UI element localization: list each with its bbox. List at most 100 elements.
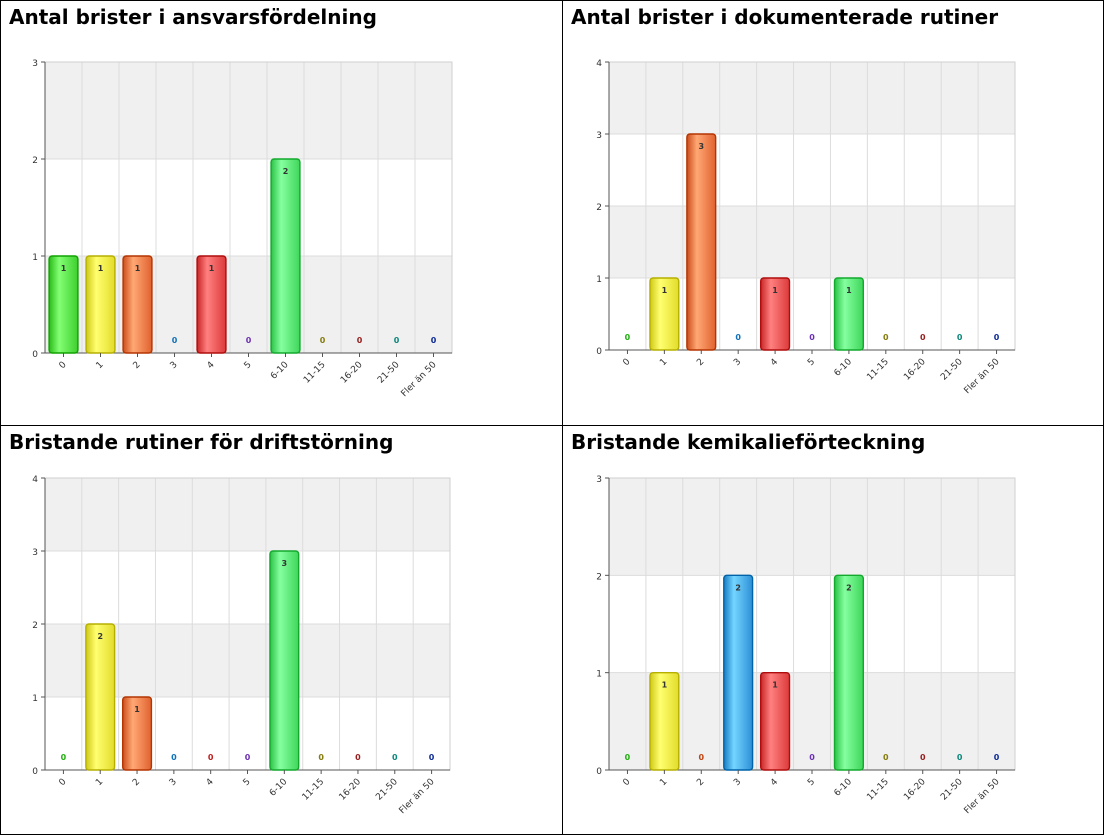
x-tick-label: Fler än 50 [963, 357, 1002, 396]
data-label: 0 [320, 336, 326, 345]
x-tick-label: 6-10 [269, 360, 291, 382]
bar [833, 574, 865, 771]
x-tick-label: 4 [769, 357, 780, 368]
y-tick-label: 2 [596, 572, 602, 582]
data-label: 0 [994, 753, 1000, 762]
grid-band [45, 478, 450, 551]
data-label: 0 [735, 333, 741, 342]
data-label: 2 [283, 167, 289, 176]
x-tick-label: Fler än 50 [400, 360, 439, 399]
data-label: 2 [846, 583, 852, 592]
y-tick-label: 2 [32, 621, 38, 631]
grid-band [609, 62, 1015, 134]
grid-band [45, 159, 452, 256]
bar [723, 574, 754, 771]
y-tick-label: 0 [596, 347, 602, 357]
x-tick-label: 11-15 [302, 360, 328, 386]
bar [270, 158, 301, 354]
x-tick-label: 3 [168, 360, 179, 371]
x-tick-label: 0 [621, 357, 632, 368]
x-tick-label: 1 [94, 777, 105, 788]
data-label: 0 [920, 333, 926, 342]
bar [686, 133, 717, 351]
chart-title: Antal brister i dokumenterade rutiner [571, 5, 999, 29]
x-tick-label: 3 [732, 357, 743, 368]
y-tick-label: 3 [32, 548, 38, 558]
data-label: 0 [208, 753, 214, 762]
x-tick-label: 16-20 [338, 777, 364, 803]
data-label: 2 [97, 632, 103, 641]
bar [269, 550, 300, 771]
data-label: 0 [920, 753, 926, 762]
x-tick-label: 11-15 [865, 777, 891, 803]
chart-title: Bristande kemikalieförteckning [571, 430, 926, 454]
x-tick-label: 0 [57, 777, 68, 788]
data-label: 0 [171, 753, 177, 762]
data-label: 0 [809, 753, 815, 762]
grid-band [609, 478, 1015, 576]
y-tick-label: 0 [32, 350, 38, 360]
data-label: 1 [662, 286, 668, 295]
grid-band [609, 206, 1015, 278]
x-tick-label: 2 [131, 777, 142, 788]
data-label: 0 [245, 753, 251, 762]
data-label: 0 [883, 753, 889, 762]
data-label: 1 [209, 264, 215, 273]
x-tick-label: 21-50 [939, 357, 965, 383]
chart-3: 0 1 2 3 4 0 0 2 1 1 2 0 3 0 4 0 5 3 6-10 0 11-15 0 16-20 0 21-50… [32, 475, 451, 816]
x-tick-label: 5 [806, 777, 817, 788]
data-label: 1 [772, 681, 778, 690]
data-label: 0 [883, 333, 889, 342]
data-label: 0 [698, 753, 704, 762]
data-label: 0 [61, 753, 67, 762]
chart-4: 0 1 2 3 0 0 1 1 0 2 2 3 1 4 0 5 2 6-10 0 11-15 0 16-20 0 21-50 0… [596, 475, 1016, 816]
y-tick-label: 2 [596, 203, 602, 213]
data-label: 0 [392, 753, 398, 762]
x-tick-label: 2 [131, 360, 142, 371]
y-tick-label: 1 [32, 694, 38, 704]
y-tick-label: 0 [596, 767, 602, 777]
data-label: 0 [625, 333, 631, 342]
y-tick-label: 1 [596, 670, 602, 680]
data-label: 0 [809, 333, 815, 342]
data-label: 0 [994, 333, 1000, 342]
x-tick-label: 2 [695, 357, 706, 368]
grid-band [609, 134, 1015, 206]
data-label: 0 [957, 753, 963, 762]
x-tick-label: 16-20 [902, 777, 928, 803]
data-label: 1 [772, 286, 778, 295]
data-label: 1 [134, 705, 140, 714]
x-tick-label: 5 [241, 777, 252, 788]
chart-1: 0 1 2 3 1 0 1 1 1 2 0 3 1 4 0 5 2 6-10 0 11-15 0 16-20 0 21-50 0… [32, 59, 453, 399]
data-label: 1 [61, 264, 67, 273]
data-label: 0 [957, 333, 963, 342]
data-label: 0 [246, 336, 252, 345]
data-label: 0 [394, 336, 400, 345]
x-tick-label: 3 [732, 777, 743, 788]
data-label: 1 [98, 264, 104, 273]
x-tick-label: 21-50 [374, 777, 400, 803]
data-label: 1 [135, 264, 141, 273]
x-tick-label: 6-10 [833, 777, 855, 799]
y-tick-label: 4 [596, 59, 602, 69]
data-label: 0 [357, 336, 363, 345]
data-label: 0 [318, 753, 324, 762]
x-tick-label: 5 [242, 360, 253, 371]
y-tick-label: 1 [32, 253, 38, 263]
grid-band [609, 575, 1015, 673]
x-tick-label: 4 [205, 360, 216, 371]
data-label: 0 [431, 336, 437, 345]
data-label: 0 [355, 753, 361, 762]
x-tick-label: 0 [621, 777, 632, 788]
x-tick-label: 1 [658, 777, 669, 788]
y-tick-label: 4 [32, 475, 38, 485]
bar [85, 623, 116, 771]
data-label: 1 [846, 286, 852, 295]
x-tick-label: 11-15 [865, 357, 891, 383]
data-label: 2 [735, 583, 741, 592]
grid-band [45, 551, 450, 624]
x-tick-label: 1 [94, 360, 105, 371]
x-tick-label: 3 [168, 777, 179, 788]
x-tick-label: 1 [658, 357, 669, 368]
